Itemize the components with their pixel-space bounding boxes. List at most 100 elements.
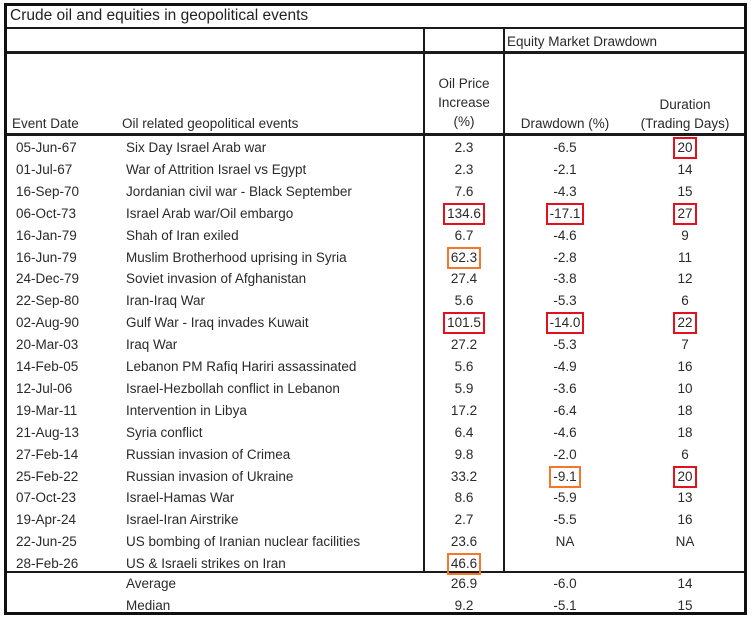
cell-oil-increase-value: 9.8: [454, 447, 474, 462]
cell-duration-value: 22: [673, 312, 697, 334]
cell-event-name-value: US & Israeli strikes on Iran: [126, 556, 286, 571]
summary-duration-value: 14: [677, 576, 693, 591]
cell-oil-increase: 2.3: [425, 159, 503, 181]
cell-oil-increase-value: 23.6: [450, 534, 478, 549]
cell-oil-increase-value: 2.7: [454, 512, 474, 527]
cell-drawdown: -5.3: [505, 290, 625, 312]
cell-oil-increase-value: 46.6: [446, 553, 482, 575]
cell-oil-increase-value: 62.3: [446, 247, 482, 269]
summary-drawdown: -6.0: [505, 573, 625, 595]
cell-event-name: Jordanian civil war - Black September: [122, 181, 422, 203]
cell-event-date-value: 27-Feb-14: [16, 447, 79, 462]
cell-drawdown-value: -4.6: [553, 425, 577, 440]
cell-drawdown-value: -14.0: [545, 312, 585, 334]
cell-drawdown: -4.6: [505, 225, 625, 247]
col-header-oil-line3: (%): [453, 114, 475, 129]
cell-event-name: US & Israeli strikes on Iran: [122, 553, 422, 575]
cell-duration: 13: [626, 487, 744, 509]
cell-event-name: Israel-Hezbollah conflict in Lebanon: [122, 378, 422, 400]
cell-drawdown-value: -5.3: [553, 293, 577, 308]
cell-oil-increase: 2.3: [425, 137, 503, 159]
cell-oil-increase: 5.9: [425, 378, 503, 400]
cell-duration-value: 6: [681, 447, 689, 462]
cell-drawdown-value: NA: [555, 534, 575, 549]
cell-duration-value: 20: [673, 137, 697, 159]
cell-oil-increase-value: 5.6: [454, 359, 474, 374]
cell-duration-value: NA: [675, 534, 695, 549]
cell-event-name-value: Syria conflict: [126, 425, 203, 440]
col-header-duration: Duration (Trading Days): [626, 95, 744, 133]
cell-oil-increase-value: 6.7: [454, 228, 474, 243]
cell-event-name-value: US bombing of Iranian nuclear facilities: [126, 534, 361, 549]
cell-event-name: Iraq War: [122, 334, 422, 356]
cell-drawdown: -5.3: [505, 334, 625, 356]
col-header-oil-line2: Increase: [438, 95, 490, 110]
cell-duration: 16: [626, 356, 744, 378]
cell-event-date-value: 06-Oct-73: [16, 206, 77, 221]
cell-event-name-value: Iran-Iraq War: [126, 293, 206, 308]
rule-under-header: [7, 133, 744, 136]
cell-event-name-value: Lebanon PM Rafiq Hariri assassinated: [126, 359, 357, 374]
cell-oil-increase: 7.6: [425, 181, 503, 203]
cell-duration: 14: [626, 159, 744, 181]
summary-oil: 9.2: [425, 595, 503, 617]
cell-drawdown-value: -5.5: [553, 512, 577, 527]
cell-oil-increase: 33.2: [425, 466, 503, 488]
cell-event-date: 22-Sep-80: [12, 290, 117, 312]
cell-event-date-value: 22-Jun-25: [16, 534, 77, 549]
cell-oil-increase-value: 5.6: [454, 293, 474, 308]
cell-duration: 20: [626, 466, 744, 488]
cell-duration-value: 16: [677, 512, 693, 527]
cell-drawdown: -2.0: [505, 444, 625, 466]
cell-event-name-value: Jordanian civil war - Black September: [126, 184, 352, 199]
cell-event-name: Russian invasion of Crimea: [122, 444, 422, 466]
summary-oil: 26.9: [425, 573, 503, 595]
cell-oil-increase: 8.6: [425, 487, 503, 509]
cell-event-name-value: Russian invasion of Crimea: [126, 447, 291, 462]
cell-oil-increase: 6.4: [425, 422, 503, 444]
cell-event-date-value: 25-Feb-22: [16, 469, 79, 484]
cell-event-name-value: Six Day Israel Arab war: [126, 140, 267, 155]
cell-oil-increase: 5.6: [425, 356, 503, 378]
cell-oil-increase: 23.6: [425, 531, 503, 553]
cell-event-date: 28-Feb-26: [12, 553, 117, 575]
col-header-drawdown: Drawdown (%): [520, 116, 610, 131]
cell-event-name: Six Day Israel Arab war: [122, 137, 422, 159]
cell-oil-increase: 134.6: [425, 203, 503, 225]
col-header-event: Oil related geopolitical events: [122, 116, 299, 131]
cell-duration: 18: [626, 400, 744, 422]
summary-oil-value: 26.9: [450, 576, 478, 591]
cell-drawdown-value: -4.9: [553, 359, 577, 374]
cell-event-date: 25-Feb-22: [12, 466, 117, 488]
cell-drawdown: -2.8: [505, 247, 625, 269]
cell-duration: 18: [626, 422, 744, 444]
cell-drawdown-value: -3.6: [553, 381, 577, 396]
cell-event-date-value: 20-Mar-03: [16, 337, 79, 352]
cell-oil-increase-value: 33.2: [450, 469, 478, 484]
cell-event-date-value: 12-Jul-06: [16, 381, 73, 396]
equity-group-header: Equity Market Drawdown: [507, 34, 658, 49]
cell-event-date-value: 07-Oct-23: [16, 490, 77, 505]
cell-oil-increase: 27.2: [425, 334, 503, 356]
cell-event-date: 02-Aug-90: [12, 312, 117, 334]
cell-event-date: 22-Jun-25: [12, 531, 117, 553]
cell-drawdown: -3.8: [505, 268, 625, 290]
cell-drawdown: -6.4: [505, 400, 625, 422]
cell-duration-value: 10: [677, 381, 693, 396]
summary-label-value: Median: [126, 598, 171, 613]
summary-duration: 14: [626, 573, 744, 595]
cell-event-date: 16-Sep-70: [12, 181, 117, 203]
cell-event-date-value: 24-Dec-79: [16, 271, 80, 286]
cell-duration: 6: [626, 290, 744, 312]
cell-event-name: Muslim Brotherhood uprising in Syria: [122, 247, 422, 269]
cell-event-date: 14-Feb-05: [12, 356, 117, 378]
summary-label: Median: [122, 595, 422, 617]
cell-event-date: 19-Mar-11: [12, 400, 117, 422]
cell-oil-increase-value: 8.6: [454, 490, 474, 505]
cell-oil-increase: 27.4: [425, 268, 503, 290]
cell-oil-increase-value: 134.6: [443, 203, 485, 225]
cell-event-name: Intervention in Libya: [122, 400, 422, 422]
cell-drawdown: -17.1: [505, 203, 625, 225]
summary-duration-value: 15: [677, 598, 693, 613]
cell-oil-increase-value: 7.6: [454, 184, 474, 199]
